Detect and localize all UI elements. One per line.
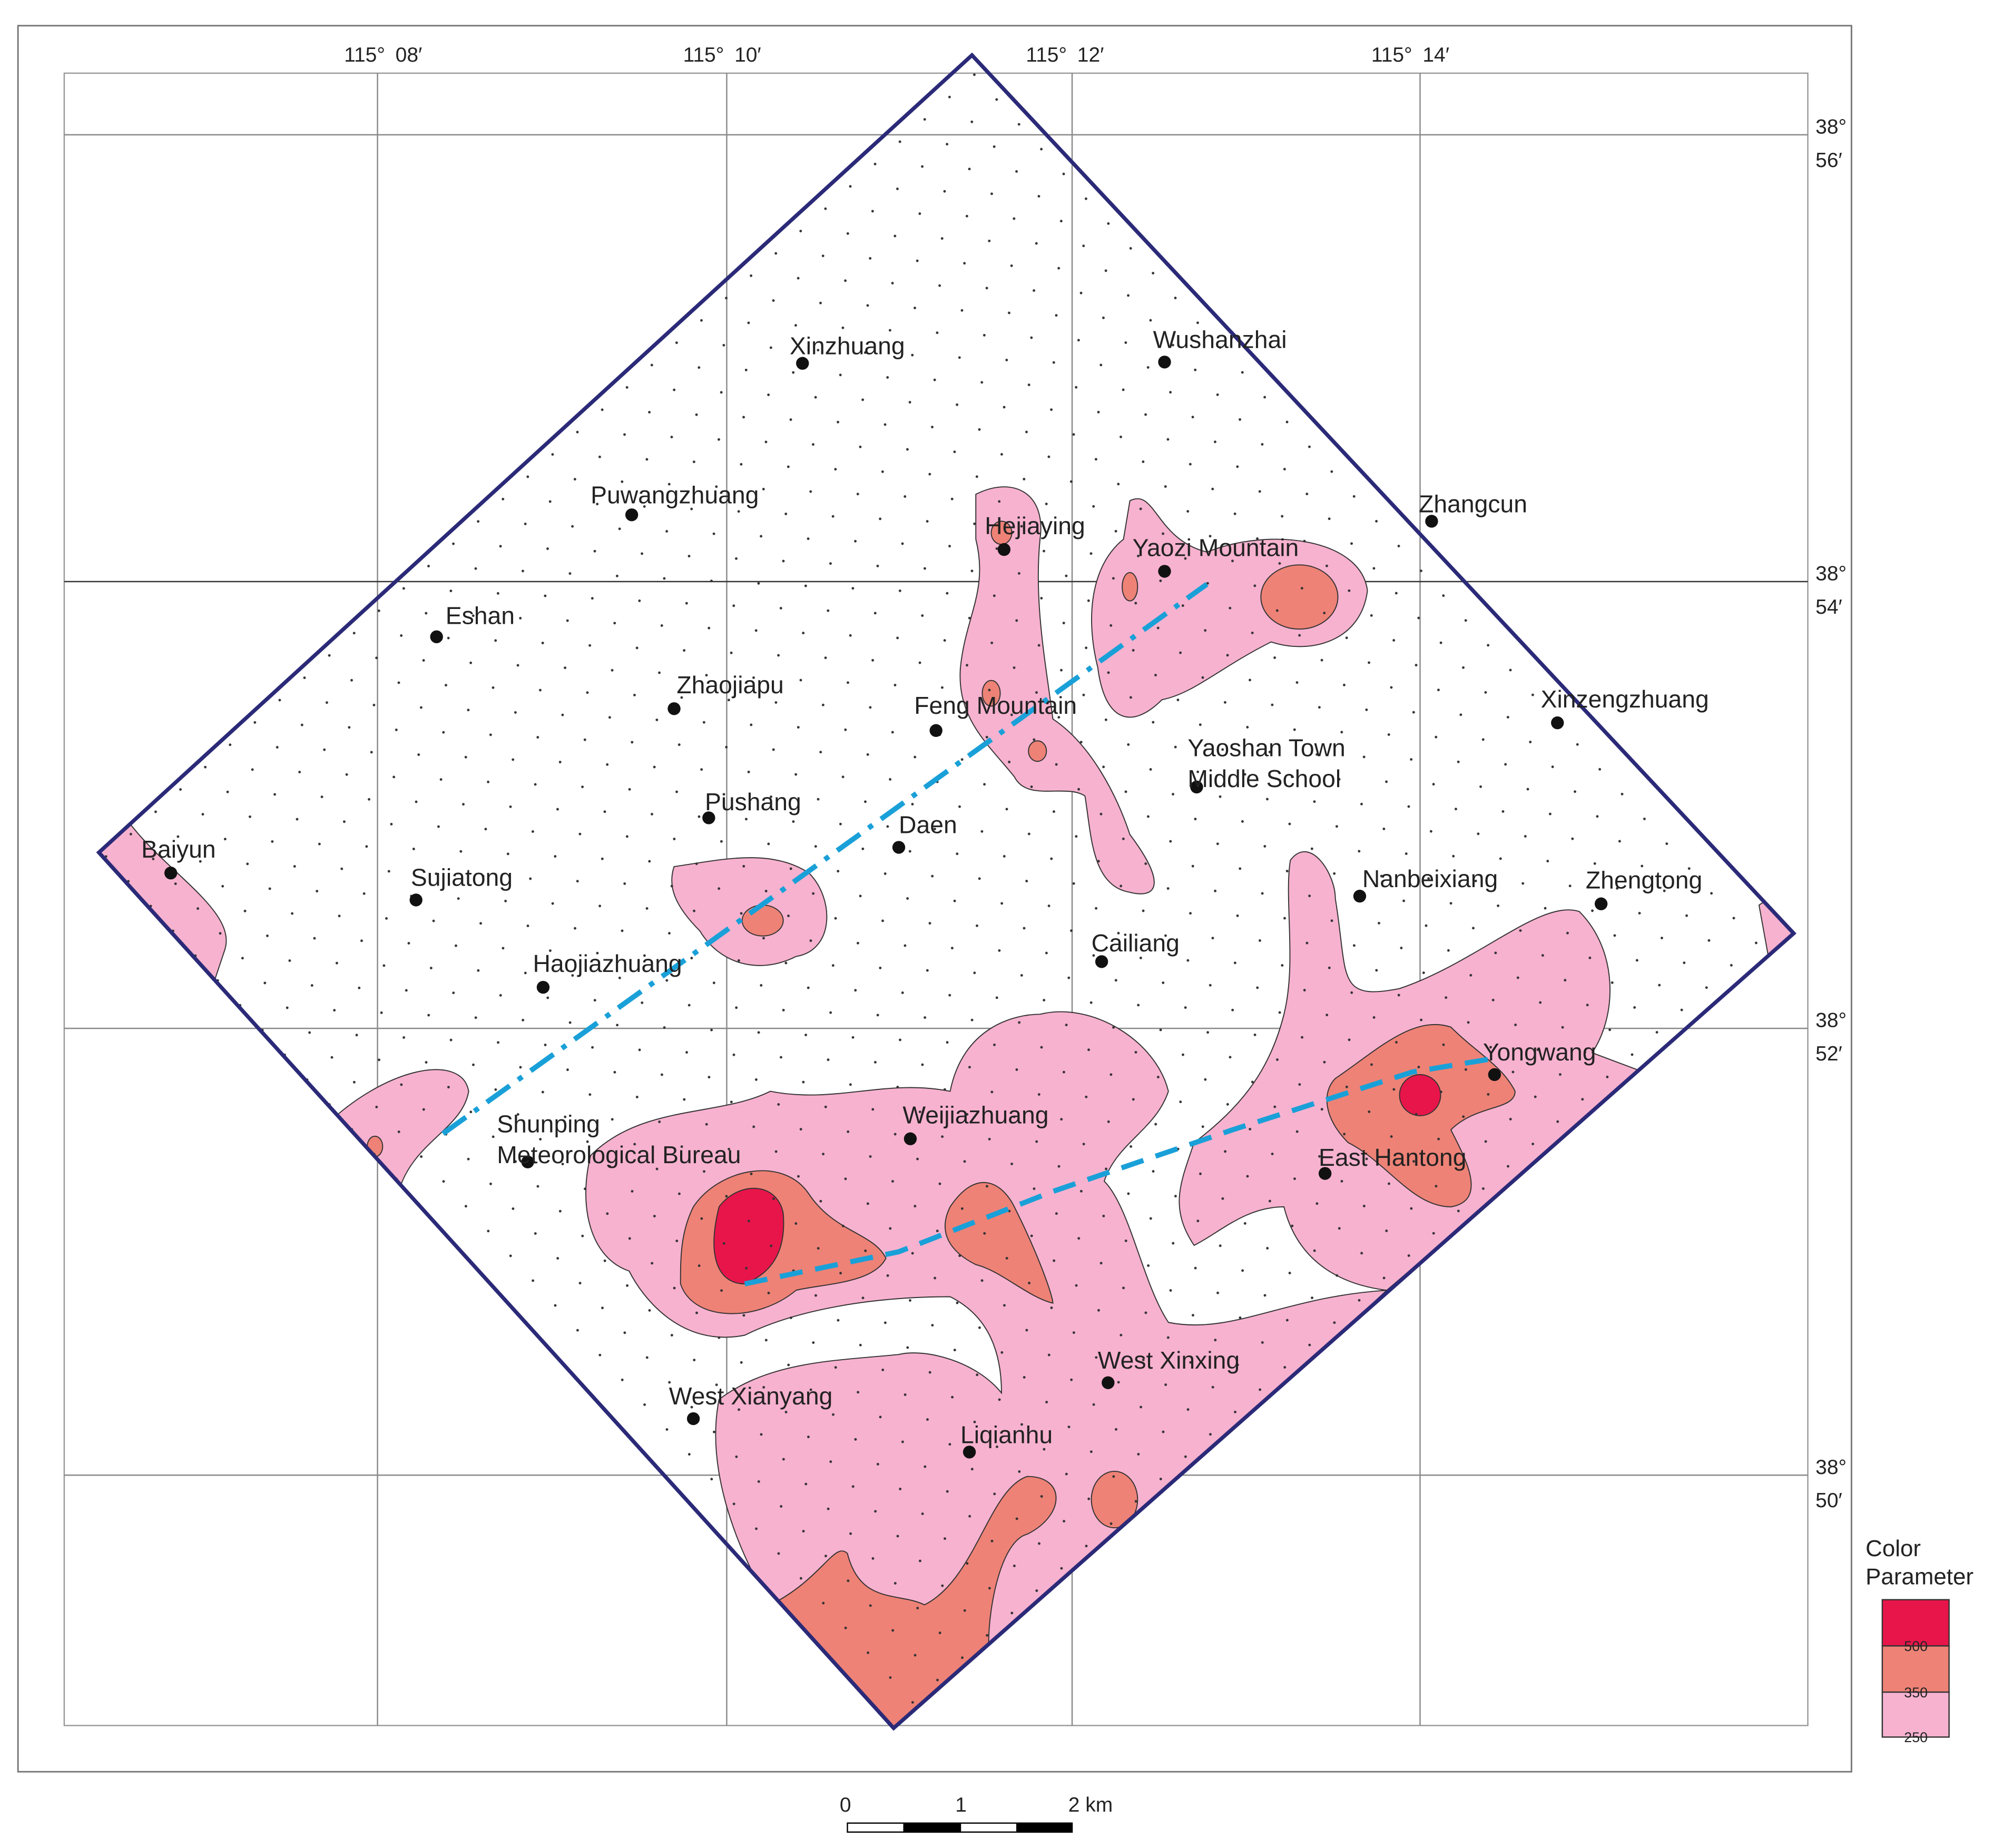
scale-label: 1 bbox=[955, 1794, 967, 1816]
place-label: Meteorological Bureau bbox=[497, 1141, 741, 1168]
longitude-minute: 14′ bbox=[1422, 44, 1449, 66]
place-marker bbox=[667, 702, 681, 715]
place-marker bbox=[1095, 955, 1108, 968]
place-marker bbox=[963, 1446, 976, 1459]
place-label: Xinzengzhuang bbox=[1541, 685, 1709, 713]
place-label: West Xinxing bbox=[1098, 1346, 1240, 1374]
place-marker bbox=[164, 867, 178, 880]
place-label: Sujiatong bbox=[411, 864, 513, 891]
place-marker bbox=[702, 811, 715, 824]
place-label: Puwangzhuang bbox=[591, 481, 759, 508]
place-label: Zhangcun bbox=[1419, 490, 1527, 517]
place-marker bbox=[1318, 1167, 1332, 1180]
place-marker bbox=[997, 543, 1011, 556]
place-label: Shunping bbox=[497, 1110, 600, 1138]
scale-label: 0 bbox=[840, 1794, 851, 1816]
latitude-degree: 38° bbox=[1815, 563, 1847, 585]
place-label: Hejiaying bbox=[985, 512, 1085, 539]
place-marker bbox=[929, 724, 942, 737]
place-marker bbox=[1158, 356, 1171, 369]
place-label: Baiyun bbox=[141, 835, 216, 863]
place-label: Yaozi Mountain bbox=[1133, 534, 1299, 561]
latitude-minute: 56′ bbox=[1815, 149, 1842, 172]
inner-frame bbox=[63, 72, 1809, 1726]
place-label: Wushanzhai bbox=[1153, 326, 1287, 353]
latitude-minute: 54′ bbox=[1815, 596, 1842, 618]
place-marker bbox=[521, 1155, 534, 1168]
place-label: Nanbeixiang bbox=[1362, 865, 1498, 892]
place-label: Feng Mountain bbox=[914, 692, 1077, 719]
scale-bar bbox=[847, 1822, 1073, 1833]
place-label: Zhengtong bbox=[1586, 866, 1702, 893]
place-label: East Hantong bbox=[1319, 1144, 1467, 1171]
place-marker bbox=[1158, 565, 1171, 578]
place-label: Liqianhu bbox=[960, 1421, 1053, 1448]
place-marker bbox=[1353, 889, 1367, 903]
legend bbox=[1881, 1599, 1950, 1738]
place-label: Eshan bbox=[446, 602, 515, 629]
legend-value: 350 bbox=[1904, 1685, 1928, 1700]
legend-title: Color bbox=[1865, 1536, 1921, 1561]
place-marker bbox=[430, 630, 443, 644]
place-marker bbox=[686, 1412, 700, 1426]
place-label: Daen bbox=[899, 811, 957, 839]
place-marker bbox=[625, 508, 639, 522]
survey-area bbox=[96, 52, 1796, 1731]
fault-lines bbox=[441, 582, 1490, 1286]
place-marker bbox=[409, 893, 423, 907]
anomaly-zones bbox=[99, 55, 1794, 1728]
longitude-degree: 115° bbox=[683, 44, 724, 66]
place-marker bbox=[1488, 1068, 1501, 1082]
place-marker bbox=[1594, 897, 1608, 910]
place-marker bbox=[1190, 780, 1203, 794]
place-label: Zhaojiapu bbox=[676, 671, 783, 699]
latitude-degree: 38° bbox=[1815, 115, 1847, 138]
latitude-degree: 38° bbox=[1815, 1456, 1847, 1479]
longitude-degree: 115° bbox=[344, 44, 385, 66]
latitude-minute: 50′ bbox=[1815, 1489, 1842, 1512]
place-label: Weijiazhuang bbox=[902, 1101, 1048, 1128]
place-marker bbox=[796, 357, 809, 370]
place-label: West Xianyang bbox=[669, 1382, 833, 1410]
place-label: Yongwang bbox=[1483, 1038, 1596, 1066]
place-marker bbox=[904, 1132, 917, 1145]
legend-title: Parameter bbox=[1865, 1564, 1973, 1589]
place-label: Haojiazhuang bbox=[533, 950, 682, 977]
latitude-degree: 38° bbox=[1815, 1009, 1847, 1032]
longitude-degree: 115° bbox=[1026, 44, 1067, 66]
place-marker bbox=[1425, 515, 1438, 528]
longitude-minute: 12′ bbox=[1077, 44, 1104, 66]
scale-label: 2 km bbox=[1068, 1794, 1113, 1816]
longitude-degree: 115° bbox=[1371, 44, 1412, 66]
place-label: Middle School bbox=[1187, 765, 1341, 792]
longitude-minute: 08′ bbox=[396, 44, 423, 66]
place-marker bbox=[536, 980, 550, 994]
longitude-minute: 10′ bbox=[734, 44, 761, 66]
place-label: Yaoshan Town bbox=[1187, 734, 1345, 761]
place-marker bbox=[892, 841, 906, 854]
outer-frame bbox=[17, 25, 1852, 1773]
labels: 115° 08′ 115° 10′ 115° 12′ 115° 14′ 38° 56′ 38° 54′… bbox=[141, 44, 1973, 1816]
legend-value: 500 bbox=[1904, 1638, 1928, 1654]
place-marker bbox=[1551, 716, 1564, 730]
place-label: Pushang bbox=[705, 788, 801, 815]
latitude-minute: 52′ bbox=[1815, 1043, 1842, 1065]
legend-value: 250 bbox=[1904, 1729, 1928, 1745]
place-label: Xinzhuang bbox=[790, 332, 905, 360]
place-marker bbox=[1102, 1376, 1115, 1389]
place-label: Cailiang bbox=[1092, 929, 1180, 957]
